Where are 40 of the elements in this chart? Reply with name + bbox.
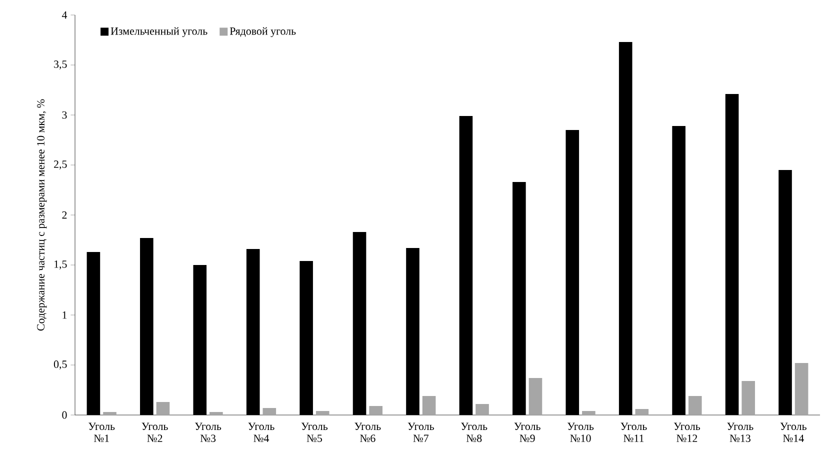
bar [635, 409, 649, 415]
legend-label: Измельченный уголь [110, 27, 208, 38]
x-tick-label: Уголь №9 [514, 422, 540, 442]
bar [742, 381, 755, 415]
y-tick-label: 2 [62, 211, 67, 219]
x-tick-label: Уголь №5 [301, 422, 328, 442]
bar [316, 411, 330, 415]
y-tick-label: 3 [62, 111, 67, 119]
bar [476, 404, 489, 415]
x-tick-label: Уголь №7 [408, 422, 434, 442]
y-tick-label: 3,5 [54, 60, 67, 70]
bar [794, 363, 808, 415]
x-tick-label: Уголь №1 [88, 422, 115, 442]
y-tick-label: 1 [62, 311, 67, 319]
x-tick-label: Уголь №14 [780, 422, 806, 442]
y-tick-label: 0,5 [54, 360, 67, 370]
bar [103, 412, 116, 415]
x-tick-label: Уголь №2 [142, 422, 168, 442]
bar [422, 396, 436, 415]
y-tick-label: 4 [62, 11, 68, 19]
x-tick-label: Уголь №12 [674, 422, 700, 442]
x-tick-label: Уголь №4 [248, 422, 274, 442]
y-axis-title: Содержание частиц с размерами менее 10 мкм, % [37, 99, 47, 331]
x-tick-label: Уголь №6 [354, 422, 381, 442]
bar [582, 411, 596, 415]
x-tick-label: Уголь №8 [461, 422, 488, 442]
bar [210, 412, 223, 415]
bar [528, 378, 542, 415]
bar [262, 408, 276, 415]
x-tick-label: Уголь №3 [194, 422, 222, 442]
legend-label: Рядовой уголь [230, 27, 296, 38]
bar [688, 396, 702, 415]
bar [369, 406, 382, 415]
bar [156, 402, 170, 415]
y-tick-label: 1,5 [54, 260, 67, 270]
x-tick-label: Уголь №13 [727, 422, 754, 442]
y-tick-label: 2,5 [54, 160, 67, 170]
y-tick-label: 0 [62, 411, 67, 419]
x-tick-label: Уголь №11 [620, 422, 647, 442]
x-tick-label: Уголь №10 [567, 422, 594, 442]
